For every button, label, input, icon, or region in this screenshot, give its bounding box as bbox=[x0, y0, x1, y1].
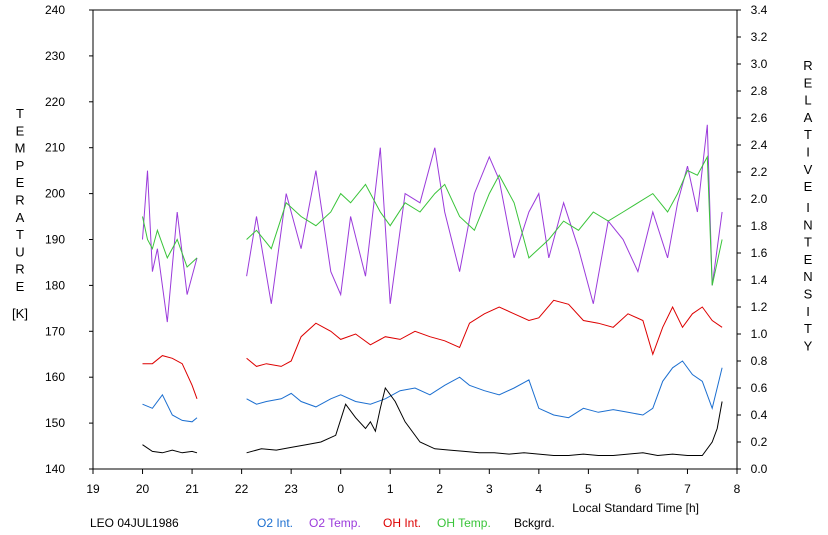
left-axis-title-letter: E bbox=[16, 279, 25, 294]
x-tick-label: 22 bbox=[235, 482, 249, 496]
series-line-segment bbox=[246, 155, 723, 286]
series-line-segment bbox=[142, 355, 198, 399]
left-axis-title-letter: T bbox=[16, 227, 24, 242]
x-tick-label: 23 bbox=[284, 482, 298, 496]
left-tick-label: 240 bbox=[45, 3, 65, 17]
left-axis-title-letter: E bbox=[16, 123, 25, 138]
left-tick-label: 170 bbox=[45, 324, 65, 338]
right-tick-label: 1.0 bbox=[751, 327, 768, 341]
right-tick-label: 0.0 bbox=[751, 462, 768, 476]
series-line-segment bbox=[142, 170, 198, 323]
left-axis-title-letter: E bbox=[16, 175, 25, 190]
left-axis-title-letter: M bbox=[15, 141, 26, 156]
right-axis-title-letter: N bbox=[803, 217, 812, 232]
left-axis-unit: [K] bbox=[12, 306, 28, 321]
left-tick-label: 200 bbox=[45, 187, 65, 201]
x-tick-label: 7 bbox=[684, 482, 691, 496]
right-axis-title-letter: A bbox=[804, 110, 813, 125]
right-axis-title-letter: Y bbox=[804, 338, 813, 353]
right-tick-label: 1.8 bbox=[751, 219, 768, 233]
legend-item: Bckgrd. bbox=[514, 516, 555, 530]
station-label: LEO 04JUL1986 bbox=[90, 516, 179, 530]
right-tick-label: 1.2 bbox=[751, 300, 768, 314]
legend-item: OH Int. bbox=[383, 516, 421, 530]
left-tick-label: 140 bbox=[45, 462, 65, 476]
legend-item: O2 Int. bbox=[257, 516, 293, 530]
x-tick-label: 0 bbox=[337, 482, 344, 496]
left-tick-label: 160 bbox=[45, 370, 65, 384]
right-axis-title-letter: I bbox=[806, 200, 810, 215]
left-tick-label: 190 bbox=[45, 233, 65, 247]
right-axis-title-letter: I bbox=[806, 145, 810, 160]
right-tick-label: 3.4 bbox=[751, 3, 768, 17]
plot-area-frame bbox=[92, 9, 738, 470]
left-tick-label: 210 bbox=[45, 141, 65, 155]
x-tick-label: 21 bbox=[185, 482, 199, 496]
left-axis-title-letter: R bbox=[15, 262, 24, 277]
x-tick-label: 2 bbox=[436, 482, 443, 496]
right-axis-title-letter: L bbox=[804, 93, 811, 108]
series-line-segment bbox=[142, 393, 198, 423]
right-tick-label: 2.4 bbox=[751, 138, 768, 152]
left-tick-label: 150 bbox=[45, 416, 65, 430]
series-line-segment bbox=[246, 386, 723, 457]
series-line-segment bbox=[142, 444, 198, 454]
left-tick-label: 220 bbox=[45, 95, 65, 109]
x-tick-label: 4 bbox=[536, 482, 543, 496]
left-tick-label: 230 bbox=[45, 49, 65, 63]
right-axis-title-letter: E bbox=[804, 252, 813, 267]
right-tick-label: 0.6 bbox=[751, 381, 768, 395]
x-tick-label: 5 bbox=[585, 482, 592, 496]
series-line-segment bbox=[246, 299, 723, 367]
left-tick-label: 180 bbox=[45, 278, 65, 292]
x-tick-label: 1 bbox=[387, 482, 394, 496]
right-axis-title-letter: T bbox=[804, 321, 812, 336]
left-axis-title-letter: R bbox=[15, 193, 24, 208]
right-axis-title-letter: E bbox=[804, 179, 813, 194]
x-axis-label: Local Standard Time [h] bbox=[572, 501, 699, 515]
right-tick-label: 3.0 bbox=[751, 57, 768, 71]
right-axis-title-letter: T bbox=[804, 127, 812, 142]
legend-item: O2 Temp. bbox=[309, 516, 361, 530]
right-tick-label: 0.2 bbox=[751, 435, 768, 449]
right-axis-title-letter: S bbox=[804, 287, 813, 302]
right-tick-label: 0.4 bbox=[751, 408, 768, 422]
legend-item: OH Temp. bbox=[437, 516, 491, 530]
x-tick-label: 8 bbox=[734, 482, 741, 496]
right-tick-label: 1.6 bbox=[751, 246, 768, 260]
left-axis-title-letter: U bbox=[15, 244, 24, 259]
right-tick-label: 2.6 bbox=[751, 111, 768, 125]
right-axis-title-letter: E bbox=[804, 75, 813, 90]
left-axis-title-letter: T bbox=[16, 106, 24, 121]
series-line-segment bbox=[246, 360, 723, 419]
right-tick-label: 1.4 bbox=[751, 273, 768, 287]
right-tick-label: 3.2 bbox=[751, 30, 768, 44]
right-tick-label: 0.8 bbox=[751, 354, 768, 368]
series-line-segment bbox=[142, 216, 198, 268]
right-axis-title-letter: R bbox=[803, 58, 812, 73]
left-axis-title-letter: A bbox=[16, 210, 25, 225]
right-tick-label: 2.0 bbox=[751, 192, 768, 206]
right-axis-title-letter: N bbox=[803, 269, 812, 284]
x-tick-label: 20 bbox=[136, 482, 150, 496]
right-tick-label: 2.8 bbox=[751, 84, 768, 98]
right-tick-label: 2.2 bbox=[751, 165, 768, 179]
right-axis-title-letter: I bbox=[806, 304, 810, 319]
left-axis-title-letter: P bbox=[16, 158, 25, 173]
x-tick-label: 19 bbox=[86, 482, 100, 496]
right-axis-title-letter: T bbox=[804, 235, 812, 250]
series-line-segment bbox=[246, 124, 723, 304]
x-tick-label: 3 bbox=[486, 482, 493, 496]
right-axis-title-letter: V bbox=[804, 162, 813, 177]
x-tick-label: 6 bbox=[635, 482, 642, 496]
